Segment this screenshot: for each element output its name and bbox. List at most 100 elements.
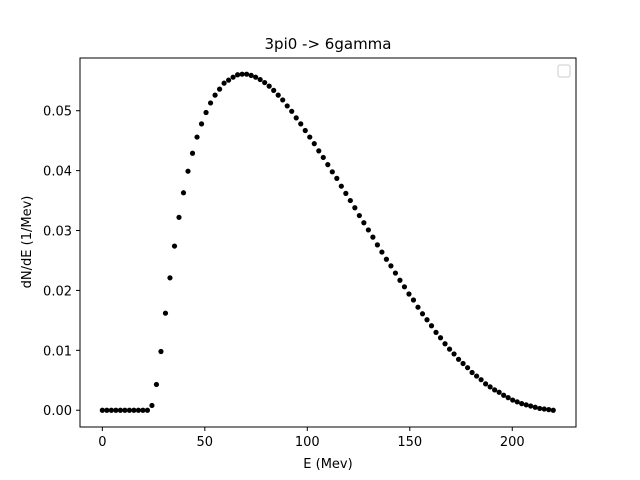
data-point xyxy=(99,407,105,413)
data-point xyxy=(108,407,114,413)
data-point xyxy=(401,284,408,290)
data-point xyxy=(320,154,326,161)
data-point xyxy=(226,77,232,83)
data-point xyxy=(442,341,448,347)
data-point xyxy=(361,220,367,226)
data-point xyxy=(117,407,123,413)
data-point xyxy=(104,407,110,413)
data-point xyxy=(275,92,281,98)
data-point xyxy=(528,403,534,409)
data-point xyxy=(451,351,457,357)
data-point xyxy=(541,406,547,412)
data-point xyxy=(122,407,128,413)
data-point xyxy=(311,141,317,147)
data-point xyxy=(347,197,353,204)
data-point xyxy=(532,404,538,410)
data-point xyxy=(487,384,493,390)
data-point xyxy=(415,304,421,310)
x-tick-label: 150 xyxy=(397,435,422,450)
data-point xyxy=(185,168,191,174)
data-point xyxy=(469,369,475,376)
data-point xyxy=(352,205,358,211)
data-point xyxy=(460,360,466,367)
data-point xyxy=(424,317,430,323)
data-point xyxy=(189,150,196,156)
data-point xyxy=(523,402,529,408)
data-point xyxy=(153,381,160,388)
data-point xyxy=(235,72,241,78)
data-point xyxy=(474,373,480,379)
data-point xyxy=(113,407,119,413)
data-point xyxy=(334,175,340,181)
data-point xyxy=(316,148,322,154)
data-point xyxy=(428,323,435,329)
data-point xyxy=(343,190,349,196)
data-point xyxy=(289,108,295,114)
data-point xyxy=(230,74,236,80)
y-axis-ticks: 0.00 0.01 0.02 0.03 0.04 0.05 xyxy=(43,105,80,419)
data-point xyxy=(307,134,313,140)
data-point xyxy=(144,407,151,413)
data-point xyxy=(379,249,385,255)
data-point xyxy=(397,277,403,283)
data-point xyxy=(149,402,155,409)
data-point xyxy=(140,407,146,413)
data-point xyxy=(505,395,511,401)
data-point xyxy=(203,109,209,116)
data-point xyxy=(244,71,250,77)
data-point xyxy=(216,86,223,92)
legend-box xyxy=(557,64,571,78)
data-point xyxy=(374,242,380,248)
data-point xyxy=(262,79,268,86)
data-point xyxy=(455,356,462,362)
data-point xyxy=(406,291,412,297)
data-point xyxy=(271,87,277,93)
data-point xyxy=(126,407,132,413)
data-point xyxy=(162,310,169,316)
y-tick-label: 0.04 xyxy=(43,165,72,180)
data-point xyxy=(365,227,371,233)
data-point xyxy=(464,365,471,371)
x-tick-label: 0 xyxy=(98,435,106,450)
data-point xyxy=(280,97,286,103)
data-point xyxy=(171,243,178,249)
data-point xyxy=(370,234,376,240)
data-point xyxy=(356,212,362,219)
y-tick-label: 0.05 xyxy=(43,105,72,120)
chart-title: 3pi0 -> 6gamma xyxy=(265,35,392,53)
data-point xyxy=(194,134,200,140)
data-point xyxy=(293,115,299,121)
data-point xyxy=(510,397,516,403)
y-tick-label: 0.03 xyxy=(43,225,72,240)
data-point xyxy=(167,275,173,281)
data-point xyxy=(266,83,272,89)
data-point xyxy=(492,387,498,393)
data-point xyxy=(383,256,390,262)
axes-frame xyxy=(79,57,577,428)
data-point xyxy=(519,401,525,407)
y-tick-label: 0.02 xyxy=(43,284,72,299)
data-point xyxy=(135,407,142,413)
data-point xyxy=(388,263,394,269)
data-point xyxy=(419,311,426,317)
data-point xyxy=(483,381,489,387)
data-point xyxy=(446,346,453,352)
data-point xyxy=(239,71,245,77)
data-point xyxy=(433,329,439,335)
data-point xyxy=(496,389,502,395)
data-point xyxy=(302,127,308,134)
y-tick-label: 0.01 xyxy=(43,344,72,359)
data-point xyxy=(478,377,484,383)
data-point xyxy=(325,162,331,168)
data-point xyxy=(212,92,218,98)
data-point xyxy=(257,76,263,83)
data-point xyxy=(176,214,182,220)
data-point xyxy=(546,407,552,413)
data-point xyxy=(550,407,556,413)
data-point xyxy=(410,297,417,303)
data-point xyxy=(514,399,520,405)
data-point xyxy=(298,121,304,127)
data-point xyxy=(253,74,259,80)
x-tick-label: 100 xyxy=(295,435,320,450)
